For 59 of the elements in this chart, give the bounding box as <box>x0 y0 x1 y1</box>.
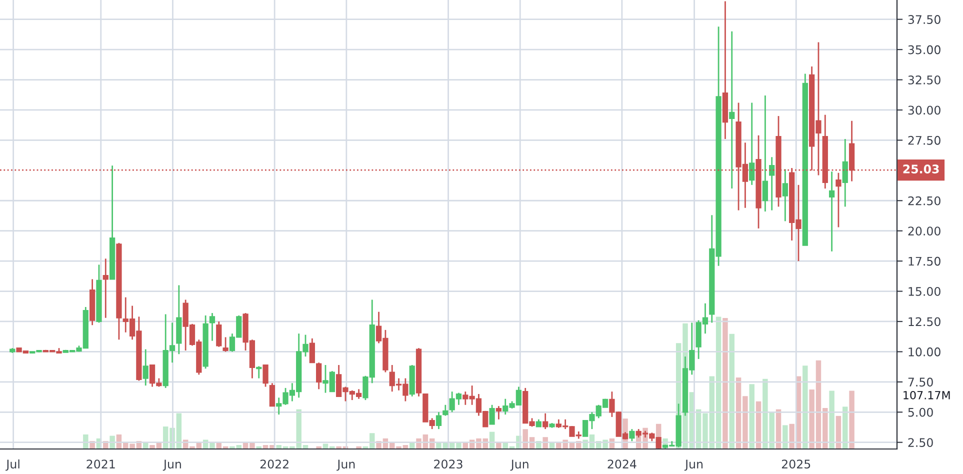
candlestick <box>309 338 315 364</box>
candlestick <box>828 170 835 252</box>
y-tick-label: 7.50 <box>908 378 933 387</box>
y-tick-label: 32.50 <box>908 75 940 84</box>
y-tick-label: 37.50 <box>908 15 940 24</box>
x-tick-label: 2021 <box>86 460 115 469</box>
candlestick <box>836 172 842 228</box>
bar <box>749 384 754 449</box>
x-tick-label: 2022 <box>260 460 288 469</box>
bar <box>729 334 734 449</box>
text: 107.17M <box>904 390 950 400</box>
candlestick <box>782 168 788 222</box>
candlestick <box>729 30 735 190</box>
bar <box>849 390 854 449</box>
bar <box>789 424 794 449</box>
x-tick-label: 2023 <box>434 460 462 469</box>
x-tick-label: Jun <box>336 460 355 471</box>
candlestick <box>489 404 495 425</box>
candlestick <box>542 412 548 430</box>
y-tick-label: 17.50 <box>908 256 940 266</box>
candlestick <box>436 411 442 430</box>
x-tick-label: 2025 <box>782 460 810 469</box>
x-tick-label: Jun <box>684 460 703 471</box>
candlestick <box>842 138 848 208</box>
candlestick <box>749 102 755 186</box>
y-tick-label: 27.50 <box>908 136 940 145</box>
y-tick-label: 12.50 <box>908 317 940 326</box>
candlestick <box>769 156 775 211</box>
y-tick-label: 10.00 <box>908 347 940 356</box>
bar <box>83 434 88 449</box>
candlestick <box>142 348 148 386</box>
candlestick <box>222 336 228 352</box>
bar <box>722 318 728 449</box>
candlestick <box>269 382 276 407</box>
x-tick-label: Jun <box>162 460 181 471</box>
candlestick <box>496 405 502 420</box>
candlestick <box>316 362 322 390</box>
ref-line-label: 25.03 <box>903 164 939 174</box>
candlestick <box>762 94 768 212</box>
y-tick-label: 5.00 <box>908 408 933 417</box>
y-tick-label: 22.50 <box>908 196 940 206</box>
bar <box>802 366 808 449</box>
candlestick <box>216 320 222 348</box>
candlestick <box>256 366 262 379</box>
candlestick <box>629 428 635 442</box>
bar <box>782 425 788 449</box>
x-tick-label: 2024 <box>608 460 636 469</box>
bar <box>829 390 834 449</box>
y-tick-label: 30.00 <box>908 106 940 115</box>
x-tick-label: Jun <box>510 460 528 471</box>
y-tick-label: 35.00 <box>908 45 940 54</box>
candlestick <box>262 364 268 388</box>
candlestick <box>102 258 108 319</box>
y-tick-label: 20.00 <box>908 226 940 236</box>
candlestick <box>442 404 448 416</box>
candlestick <box>209 312 216 342</box>
y-tick-label: 2.50 <box>908 438 933 448</box>
x-tick-label: Jul <box>6 459 20 471</box>
y-tick-label: 15.00 <box>908 287 940 296</box>
